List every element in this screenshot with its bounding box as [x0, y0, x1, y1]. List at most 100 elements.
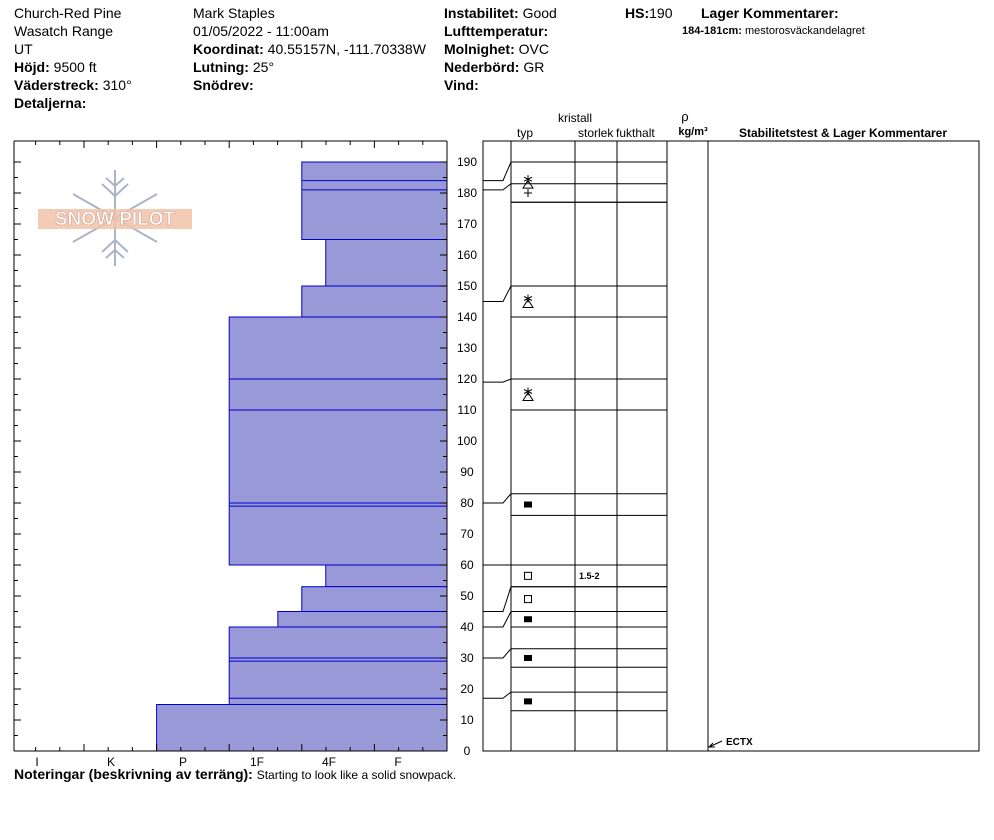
precip-value: GR [523, 59, 545, 75]
layer-comment-range: 184-181cm: [682, 25, 742, 37]
snowflake-icon [523, 176, 533, 182]
layer-comment-text: mestorosväckandelagret [745, 25, 865, 37]
location-name: Church-Red Pine [14, 5, 122, 21]
depth-tick-label: 190 [457, 155, 477, 169]
coordinates: Koordinat: 40.55157N, -111.70338W [193, 40, 426, 58]
hardness-layer [325, 239, 448, 287]
depth-connector [483, 586, 512, 612]
col-crystal-size-header: storlek [578, 126, 614, 140]
sky-cover: Molnighet: OVC [444, 40, 549, 58]
depth-tick-label: 110 [457, 403, 476, 417]
stability-test-label: ECTX [726, 737, 753, 748]
wind-label: Vind: [444, 77, 479, 93]
filled-square-icon [524, 698, 532, 705]
precip-label: Nederbörd: [444, 59, 520, 75]
depth-connector [483, 493, 512, 504]
filled-square-icon [524, 616, 532, 623]
snowflake-icon [523, 296, 533, 301]
filled-square-icon [524, 655, 532, 661]
hardness-label: I [35, 755, 38, 769]
elevation: Höjd: 9500 ft [14, 58, 96, 76]
state-name: UT [14, 41, 33, 57]
air-temperature: Lufttemperatur: [444, 22, 548, 40]
hardness-layer [301, 161, 448, 240]
triangle-icon [522, 391, 534, 401]
depth-connector [483, 285, 512, 302]
elevation-label: Höjd: [14, 59, 50, 75]
drift-label: Snödrev: [193, 77, 254, 93]
observer-name: Mark Staples [193, 5, 275, 21]
col-rho-header: ρ [681, 109, 688, 124]
details: Detaljerna: [14, 94, 86, 112]
notes: Noteringar (beskrivning av terräng): Sta… [14, 766, 456, 782]
hardness-label: K [107, 755, 115, 769]
depth-connector [483, 691, 512, 699]
depth-tick-label: 10 [460, 713, 474, 727]
sky-value: OVC [518, 41, 549, 57]
depth-tick-label: 30 [460, 651, 474, 665]
depth-tick-label: 20 [460, 682, 474, 696]
depth-tick-label: 170 [457, 217, 477, 231]
depth-connector [483, 378, 512, 383]
col-moisture-header: fukthalt [616, 126, 655, 140]
details-label: Detaljerna: [14, 95, 87, 111]
hardness-layer [301, 285, 448, 318]
triangle-icon [522, 298, 534, 308]
depth-tick-label: 70 [460, 527, 474, 541]
depth-tick-label: 80 [460, 496, 474, 510]
hardness-layer [301, 586, 448, 613]
snowflake-icon [523, 389, 533, 394]
depth-tick-label: 180 [457, 186, 477, 200]
hardness-label: P [179, 755, 187, 769]
precipitation: Nederbörd: GR [444, 58, 544, 76]
layer-comments-label: Lager Kommentarer: [701, 5, 839, 21]
col-stability-header: Stabilitetstest & Lager Kommentarer [739, 126, 947, 140]
depth-connector [483, 648, 512, 659]
range-name: Wasatch Range [14, 23, 114, 39]
hs-value: 190 [649, 5, 673, 21]
coord-value: 40.55157N, -111.70338W [267, 41, 426, 57]
snowpilot-logo: SNOW PILOT [38, 170, 192, 266]
depth-connector [483, 183, 512, 191]
depth-tick-label: 100 [457, 434, 477, 448]
depth-tick-label: 160 [457, 248, 477, 262]
hardness-layer [156, 704, 448, 752]
hardness-layer [325, 564, 448, 588]
aspect-label: Väderstreck: [14, 77, 99, 93]
hardness-label: 1F [250, 755, 264, 769]
observation-datetime: 01/05/2022 - 11:00am [193, 23, 329, 39]
slope-value: 25° [252, 59, 275, 75]
notes-label: Noteringar (beskrivning av terräng): [14, 766, 253, 782]
depth-tick-label: 0 [464, 744, 471, 758]
airtemp-label: Lufttemperatur: [444, 23, 549, 39]
col-crystal-header: kristall [558, 111, 592, 125]
aspect: Väderstreck: 310° [14, 76, 132, 94]
depth-tick-label: 150 [457, 279, 477, 293]
layer-comment: 184-181cm: mestorosväckandelagret [682, 22, 865, 40]
sky-label: Molnighet: [444, 41, 515, 57]
logo-banner [38, 209, 192, 229]
open-square-icon [524, 571, 532, 580]
col-type-header: typ [517, 126, 533, 140]
depth-connector [483, 161, 512, 182]
hardness-label: 4F [322, 755, 336, 769]
hardness-layer [228, 626, 448, 705]
instability-label: Instabilitet: [444, 5, 519, 21]
instability-value: Good [522, 5, 557, 21]
depth-tick-label: 130 [457, 341, 477, 355]
depth-tick-label: 40 [460, 620, 474, 634]
hardness-layer [277, 611, 448, 628]
elevation-value: 9500 ft [53, 59, 97, 75]
snow-height: HS:190 [625, 4, 672, 22]
stability-test-arrow [708, 740, 723, 748]
depth-tick-label: 60 [460, 558, 474, 572]
aspect-value: 310° [102, 77, 132, 93]
crystal-size-label: 1.5-2 [579, 571, 600, 581]
drift: Snödrev: [193, 76, 254, 94]
coord-label: Koordinat: [193, 41, 264, 57]
instability: Instabilitet: Good [444, 4, 557, 22]
depth-tick-label: 90 [460, 465, 474, 479]
depth-tick-label: 120 [457, 372, 477, 386]
hardness-layer [228, 316, 448, 566]
